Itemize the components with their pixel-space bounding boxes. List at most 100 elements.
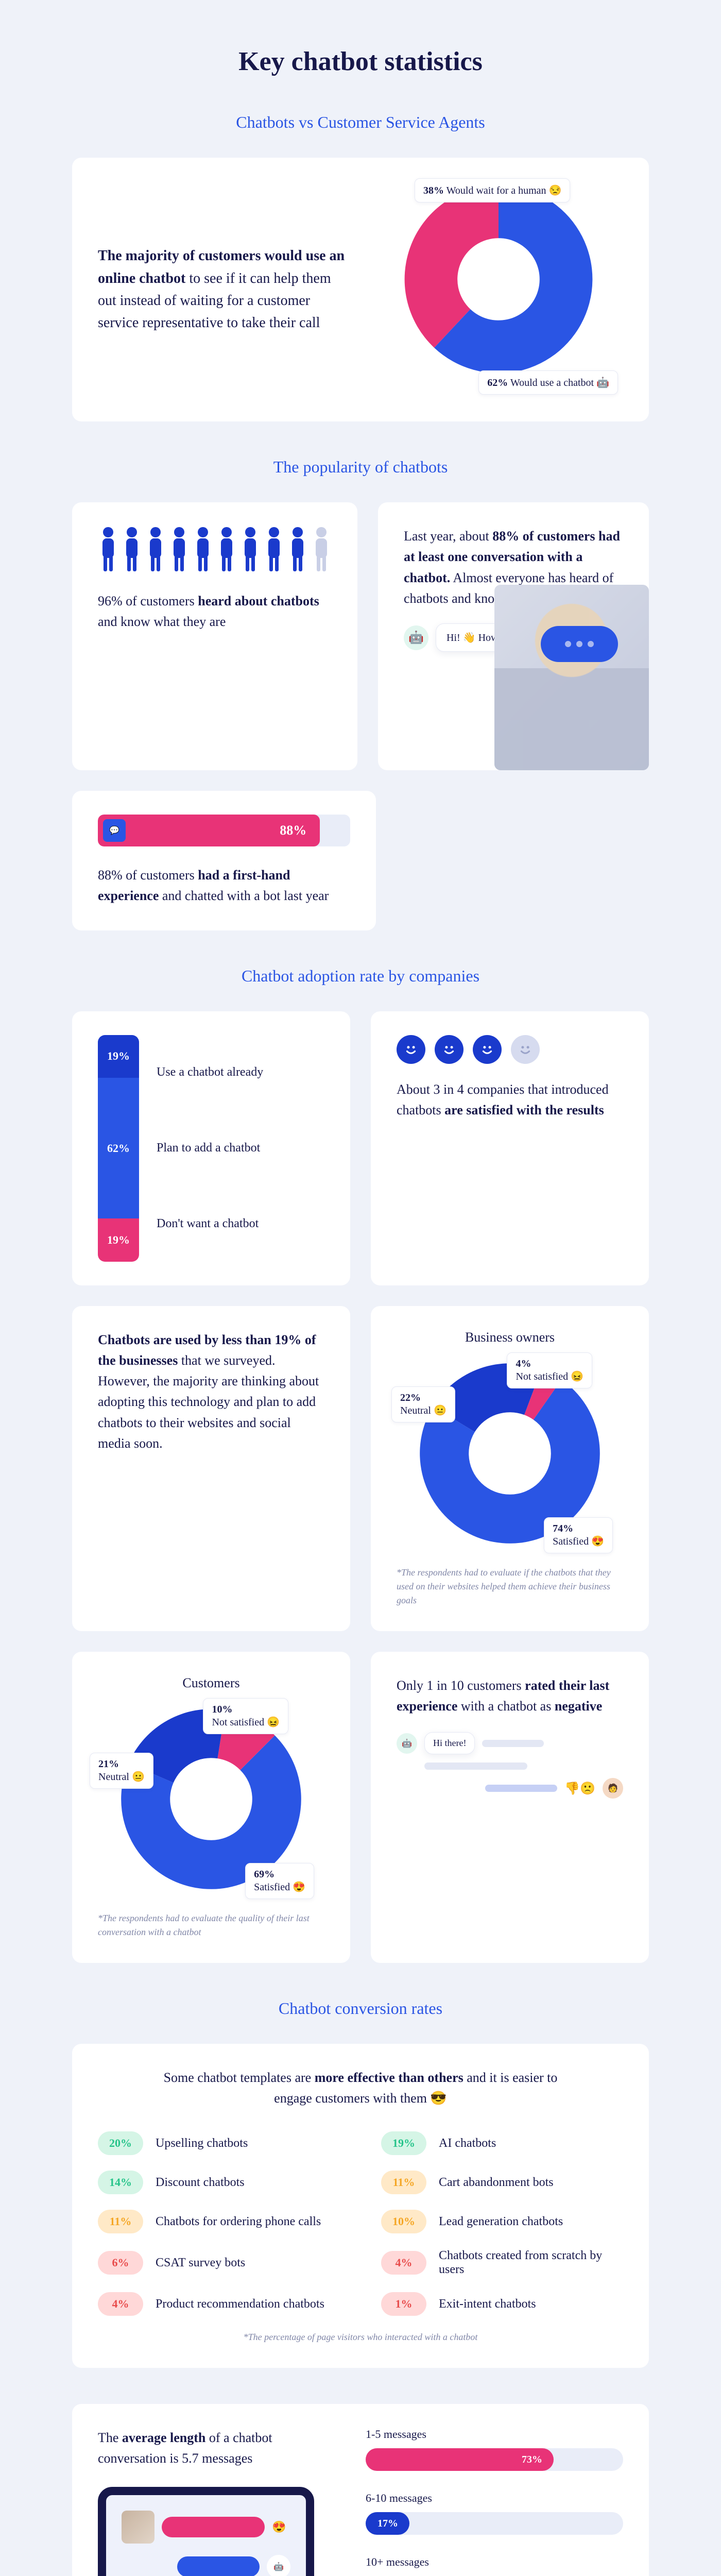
person-icon [264, 526, 284, 572]
card-s1: The majority of customers would use an o… [72, 158, 649, 421]
donut-callout: 10%Not satisfied 😖 [203, 1698, 288, 1734]
vbar-segment: 62% [98, 1078, 139, 1218]
bot-avatar-icon: 🤖 [404, 625, 428, 650]
conversion-label: Cart abandonment bots [439, 2176, 554, 2190]
card-smiles: About 3 in 4 companies that introduced c… [371, 1011, 649, 1285]
customers-title: Customers [98, 1675, 324, 1691]
smile-icons [397, 1035, 623, 1064]
s3-row2: Chatbots are used by less than 19% of th… [72, 1306, 649, 1631]
pct-chip: 4% [381, 2251, 426, 2275]
length-bars: 1-5 messages 73% 6-10 messages 17% 10+ m… [366, 2428, 623, 2576]
bot-avatar-icon: 🤖 [267, 2555, 290, 2576]
typing-indicator-icon [541, 626, 618, 662]
conversion-item: 11% Cart abandonment bots [381, 2171, 623, 2194]
section-title-s2: The popularity of chatbots [72, 457, 649, 477]
card-vbar: 19%62%19% Use a chatbot alreadyPlan to a… [72, 1011, 350, 1285]
pct-chip: 4% [98, 2292, 143, 2316]
pct-chip: 14% [98, 2171, 143, 2194]
thumbs-icon: 👎🙁 [564, 1781, 595, 1796]
bot-avatar-icon: 🤖 [397, 1733, 417, 1754]
adoption-bar-labels: Use a chatbot alreadyPlan to add a chatb… [157, 1035, 263, 1262]
section-title-s1: Chatbots vs Customer Service Agents [72, 113, 649, 132]
owners-footnote: *The respondents had to evaluate if the … [397, 1566, 623, 1607]
owners-donut: 74%Satisfied 😍22%Neutral 😐4%Not satisfie… [412, 1355, 608, 1551]
conv-footnote: *The percentage of page visitors who int… [98, 2330, 623, 2344]
conversion-item: 4% Chatbots created from scratch by users [381, 2249, 623, 2277]
chat-pill [485, 1785, 557, 1792]
s1-text: The majority of customers would use an o… [98, 245, 348, 334]
person-icon [145, 526, 166, 572]
conversion-item: 1% Exit-intent chatbots [381, 2292, 623, 2316]
chat-pill [482, 1740, 544, 1747]
length-bar-label: 10+ messages [366, 2555, 623, 2569]
firsthand-bar-fill: 88% [98, 815, 320, 846]
conversion-label: Discount chatbots [156, 2176, 245, 2190]
conversion-label: Product recommendation chatbots [156, 2297, 324, 2311]
len-head: The average length of a chatbot conversa… [98, 2428, 335, 2469]
people-caption: 96% of customers heard about chatbots an… [98, 591, 332, 633]
length-bar-label: 6-10 messages [366, 2492, 623, 2505]
conversion-item: 11%Chatbots for ordering phone calls [98, 2210, 340, 2233]
person-icon [122, 526, 142, 572]
pct-chip: 11% [381, 2171, 426, 2194]
customers-donut: 69%Satisfied 😍21%Neutral 😐10%Not satisfi… [113, 1701, 309, 1897]
negative-caption: Only 1 in 10 customers rated their last … [397, 1675, 623, 1717]
s3-row3: Customers 69%Satisfied 😍21%Neutral 😐10%N… [72, 1652, 649, 1963]
conversion-label: Lead generation chatbots [439, 2215, 563, 2229]
donut-callout: 21%Neutral 😐 [90, 1753, 153, 1789]
vbar-label: Plan to add a chatbot [157, 1141, 263, 1155]
conversion-label: Exit-intent chatbots [439, 2297, 536, 2311]
card-adopt-text: Chatbots are used by less than 19% of th… [72, 1306, 350, 1631]
donut-callout: 74%Satisfied 😍 [544, 1517, 613, 1553]
conversion-label: Chatbots created from scratch by users [439, 2249, 623, 2277]
callout-human: 38% Would wait for a human 😒 [415, 178, 570, 202]
firsthand-bar: 88% 💬 [98, 815, 350, 846]
chat-mock: 🤖 Hi there! 👎🙁 🧑 [397, 1732, 623, 1799]
conversion-label: Upselling chatbots [156, 2137, 248, 2150]
length-bar: 6-10 messages 17% [366, 2492, 623, 2535]
person-icon [311, 526, 332, 572]
length-bar-label: 1-5 messages [366, 2428, 623, 2441]
length-bar: 10+ messages 10% [366, 2555, 623, 2576]
card-donut-owners: Business owners 74%Satisfied 😍22%Neutral… [371, 1306, 649, 1631]
msg-pill [162, 2517, 265, 2537]
page-title: Key chatbot statistics [72, 46, 649, 77]
person-photo-placeholder [494, 585, 649, 770]
pct-chip: 1% [381, 2292, 426, 2316]
conversion-label: AI chatbots [439, 2137, 496, 2150]
s3-row1: 19%62%19% Use a chatbot alreadyPlan to a… [72, 1011, 649, 1285]
tablet-illustration: 😍 🤖 🤩 [98, 2487, 314, 2576]
section-title-s3: Chatbot adoption rate by companies [72, 967, 649, 986]
card-negative: Only 1 in 10 customers rated their last … [371, 1652, 649, 1963]
vbar-segment: 19% [98, 1218, 139, 1262]
person-icon [193, 526, 213, 572]
s1-donut-svg [401, 181, 596, 377]
owners-title: Business owners [397, 1330, 623, 1345]
thumb-icon [122, 2511, 154, 2544]
conversion-label: Chatbots for ordering phone calls [156, 2215, 321, 2229]
card-donut-customers: Customers 69%Satisfied 😍21%Neutral 😐10%N… [72, 1652, 350, 1963]
pct-chip: 19% [381, 2131, 426, 2155]
pct-chip: 20% [98, 2131, 143, 2155]
person-icon [240, 526, 261, 572]
card-conversion: Some chatbot templates are more effectiv… [72, 2044, 649, 2368]
vbar-label: Don't want a chatbot [157, 1217, 263, 1231]
chat-pill [424, 1762, 527, 1770]
conversion-item: 6%CSAT survey bots [98, 2249, 340, 2277]
conversion-label: CSAT survey bots [156, 2256, 245, 2270]
section-title-s4: Chatbot conversion rates [72, 1999, 649, 2018]
adopt-caption: Chatbots are used by less than 19% of th… [98, 1330, 324, 1454]
firsthand-caption: 88% of customers had a first-hand experi… [98, 865, 350, 907]
conversion-item: 4% Product recommendation chatbots [98, 2292, 340, 2316]
donut-callout: 4%Not satisfied 😖 [507, 1352, 592, 1388]
length-bar-fill: 73% [366, 2448, 554, 2471]
length-bar: 1-5 messages 73% [366, 2428, 623, 2471]
heart-eyes-icon: 😍 [272, 2520, 286, 2534]
msg-pill [177, 2556, 260, 2576]
conv-head: Some chatbot templates are more effectiv… [154, 2067, 566, 2109]
card-length: The average length of a chatbot conversa… [72, 2404, 649, 2576]
person-icon [169, 526, 190, 572]
callout-bot: 62% Would use a chatbot 🤖 [478, 370, 618, 395]
length-bar-track: 73% [366, 2448, 623, 2471]
smile-icon [397, 1035, 425, 1064]
